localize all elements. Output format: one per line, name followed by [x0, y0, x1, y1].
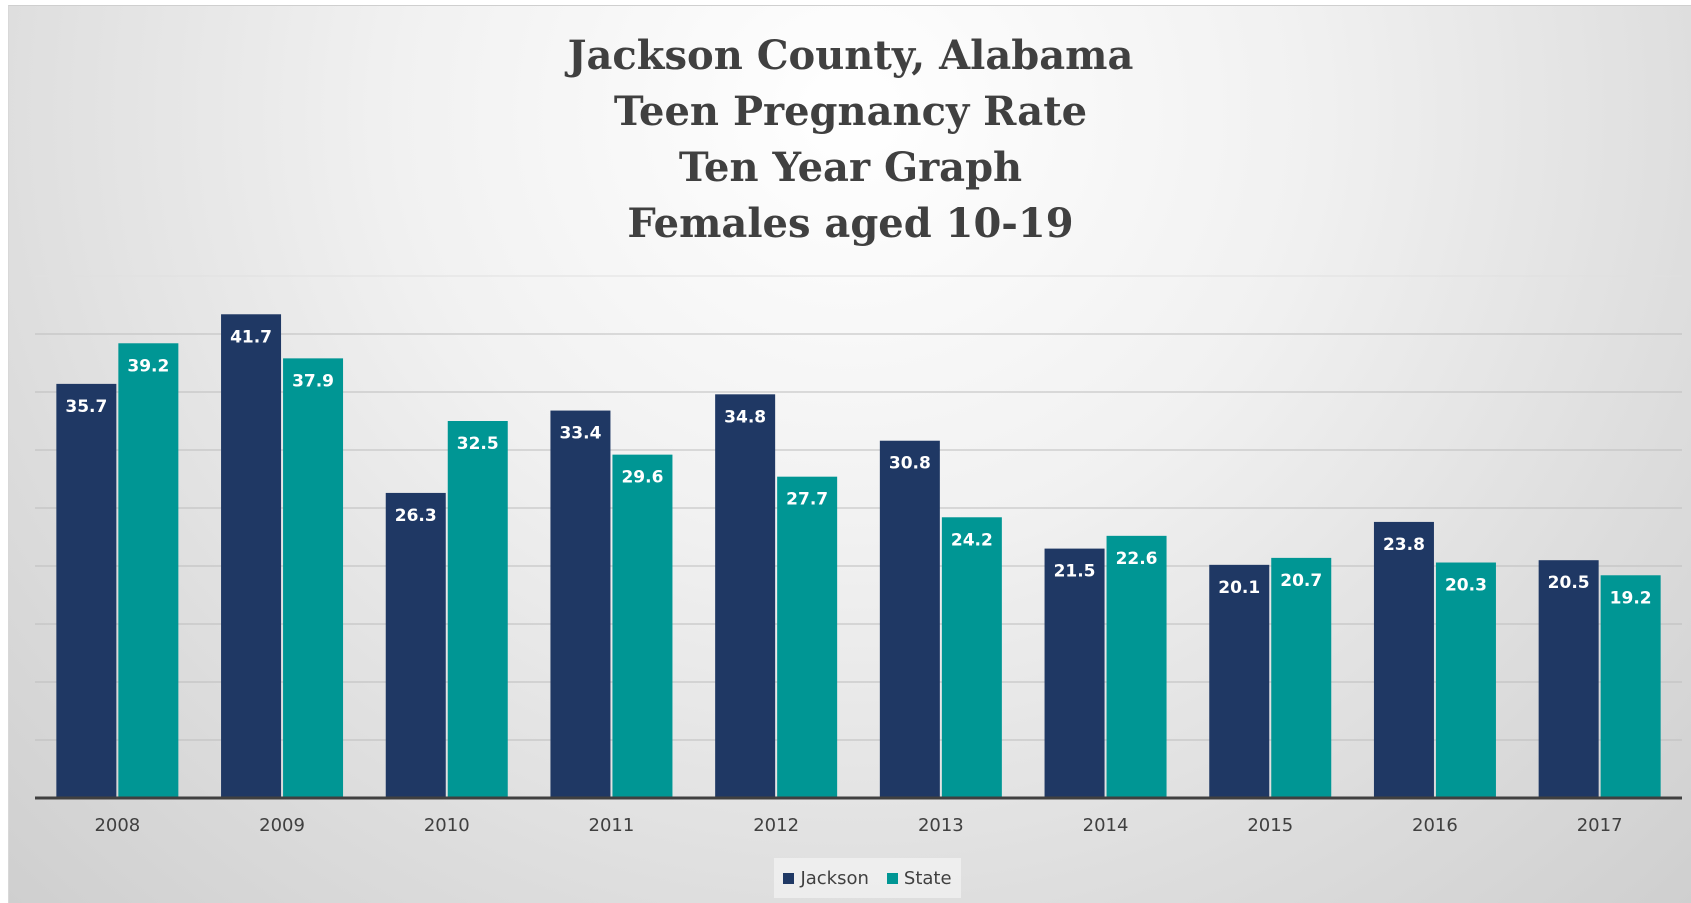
data-label-state-2016: 20.3 [1445, 576, 1487, 596]
bar-chart: 35.7 39.2 2008 41.7 37.9 2009 26.3 32.5 2010 33.4… [35, 275, 1682, 836]
legend-swatch-state [886, 872, 898, 884]
chart-area: Jackson County, Alabama Teen Pregnancy R… [8, 5, 1691, 903]
x-tick-label-2008: 2008 [94, 815, 140, 836]
title-line-1: Jackson County, Alabama [567, 32, 1134, 79]
bar-state-2013 [941, 517, 1002, 798]
bar-state-2012 [777, 476, 838, 798]
x-tick-label-2012: 2012 [753, 815, 799, 836]
x-tick-label-2009: 2009 [259, 815, 305, 836]
x-tick-label-2013: 2013 [918, 815, 964, 836]
data-label-state-2012: 27.7 [786, 490, 828, 510]
bar-state-2010 [447, 421, 508, 798]
bar-jackson-2008 [56, 383, 117, 798]
data-label-state-2015: 20.7 [1280, 571, 1322, 591]
legend-label-state: State [903, 867, 952, 889]
x-tick-label-2015: 2015 [1247, 815, 1293, 836]
data-label-jackson-2013: 30.8 [889, 454, 931, 474]
x-tick-label-2017: 2017 [1577, 815, 1623, 836]
bar-state-2015 [1271, 557, 1332, 798]
bar-state-2009 [283, 358, 344, 798]
data-label-state-2011: 29.6 [621, 468, 663, 488]
data-label-jackson-2012: 34.8 [724, 407, 766, 427]
data-label-jackson-2009: 41.7 [230, 327, 272, 347]
bar-state-2017 [1600, 575, 1661, 798]
x-tick-label-2014: 2014 [1083, 815, 1129, 836]
bar-jackson-2015 [1209, 564, 1270, 798]
data-label-state-2014: 22.6 [1116, 549, 1158, 569]
x-tick-label-2016: 2016 [1412, 815, 1458, 836]
data-label-jackson-2016: 23.8 [1383, 535, 1425, 555]
legend-label-jackson: Jackson [800, 867, 869, 889]
data-label-state-2008: 39.2 [127, 356, 169, 376]
legend-swatch-jackson [783, 872, 795, 884]
data-label-jackson-2017: 20.5 [1548, 573, 1590, 593]
data-label-jackson-2015: 20.1 [1218, 578, 1260, 598]
data-label-state-2013: 24.2 [951, 530, 993, 550]
legend-item-jackson: Jackson [783, 867, 869, 889]
legend: Jackson State [774, 858, 961, 898]
chart-title: Jackson County, Alabama Teen Pregnancy R… [9, 28, 1691, 252]
legend-item-state: State [886, 867, 952, 889]
bar-state-2014 [1106, 535, 1167, 798]
title-line-3: Ten Year Graph [678, 144, 1023, 191]
bar-jackson-2017 [1538, 560, 1599, 798]
title-line-2: Teen Pregnancy Rate [613, 88, 1088, 135]
data-label-state-2009: 37.9 [292, 371, 334, 391]
bar-jackson-2014 [1044, 548, 1105, 798]
bar-state-2008 [118, 343, 179, 798]
bar-jackson-2016 [1373, 521, 1434, 798]
bar-state-2011 [612, 454, 673, 798]
bar-jackson-2012 [715, 394, 776, 798]
data-label-state-2017: 19.2 [1610, 588, 1652, 608]
title-line-4: Females aged 10-19 [627, 200, 1074, 247]
bar-jackson-2011 [550, 410, 611, 798]
data-label-jackson-2011: 33.4 [559, 424, 601, 444]
data-label-jackson-2008: 35.7 [65, 397, 107, 417]
data-label-jackson-2010: 26.3 [395, 506, 437, 526]
x-tick-label-2010: 2010 [424, 815, 470, 836]
data-label-state-2010: 32.5 [457, 434, 499, 454]
bar-state-2016 [1435, 562, 1496, 798]
x-tick-label-2011: 2011 [589, 815, 635, 836]
data-label-jackson-2014: 21.5 [1054, 562, 1096, 582]
bar-jackson-2009 [221, 314, 282, 798]
bar-jackson-2010 [385, 492, 446, 798]
bar-jackson-2013 [879, 440, 940, 798]
